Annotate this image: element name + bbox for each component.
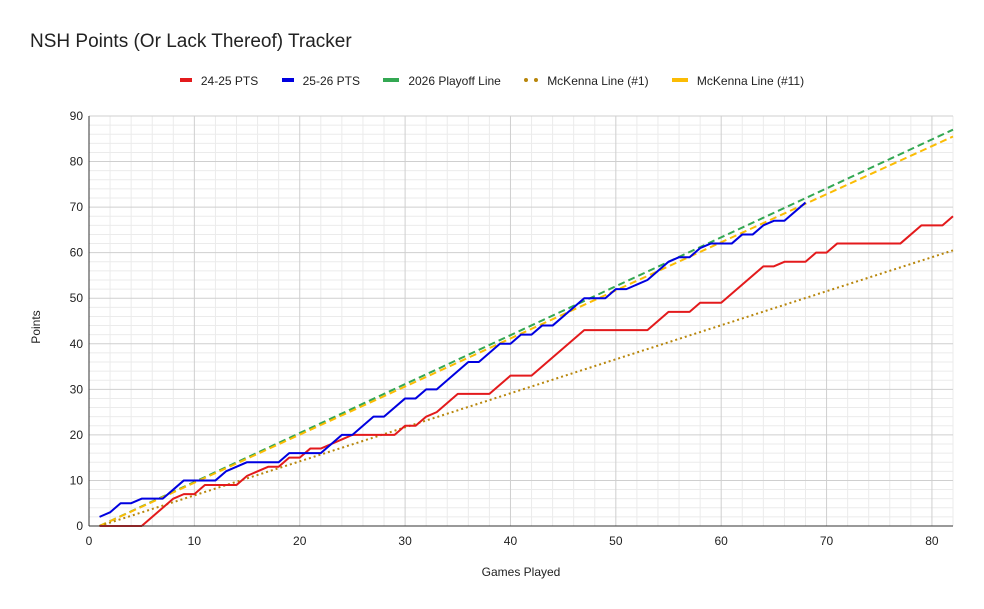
y-tick-label: 20 <box>70 428 84 442</box>
y-tick-label: 90 <box>70 109 84 123</box>
legend-item-playoff-line[interactable]: 2026 Playoff Line <box>383 74 501 88</box>
x-tick-label: 50 <box>609 534 623 548</box>
x-tick-label: 40 <box>504 534 518 548</box>
grid-lines <box>88 115 954 527</box>
x-tick-label: 60 <box>715 534 729 548</box>
series-line-25-26-pts <box>99 201 807 518</box>
y-tick-label: 10 <box>70 473 84 487</box>
chart-title: NSH Points (Or Lack Thereof) Tracker <box>30 31 352 52</box>
y-tick-label: 30 <box>70 382 84 396</box>
series-lines <box>99 128 954 527</box>
legend-label-mckenna-11: McKenna Line (#11) <box>696 74 805 88</box>
legend-swatch-playoff-line <box>383 77 400 82</box>
y-tick-label: 60 <box>70 246 84 260</box>
y-axis-title: Points <box>29 310 43 343</box>
legend-item-mckenna-1[interactable]: McKenna Line (#1) <box>524 74 649 88</box>
legend-item-24-25-pts[interactable]: 24-25 PTS <box>179 74 259 88</box>
tick-labels: 0 10 20 30 40 50 60 70 80 0 10 20 30 40 50 60 70 80 90 <box>70 109 939 548</box>
axes <box>88 116 953 527</box>
y-tick-label: 0 <box>76 519 83 533</box>
x-tick-label: 10 <box>188 534 202 548</box>
series-line-mckenna-line-11 <box>99 135 954 527</box>
legend-label-mckenna-1: McKenna Line (#1) <box>547 74 649 88</box>
y-tick-label: 80 <box>70 155 84 169</box>
x-tick-label: 30 <box>398 534 412 548</box>
legend-swatch-24-25-pts <box>179 77 192 82</box>
legend-label-25-26-pts: 25-26 PTS <box>302 74 360 88</box>
legend-label-24-25-pts: 24-25 PTS <box>200 74 259 88</box>
x-tick-label: 70 <box>820 534 834 548</box>
series-line-2026-playoff-line <box>99 128 954 527</box>
x-tick-label: 0 <box>86 534 93 548</box>
legend-swatch-25-26-pts <box>281 77 294 82</box>
y-tick-label: 50 <box>70 291 84 305</box>
series-line-24-25-pts <box>99 215 954 527</box>
legend-swatch-mckenna-11 <box>671 77 688 82</box>
x-axis-title: Games Played <box>482 565 561 579</box>
legend-label-playoff-line: 2026 Playoff Line <box>408 74 501 88</box>
chart-legend: 24-25 PTS 25-26 PTS 2026 Playoff Line Mc… <box>0 74 984 88</box>
y-tick-label: 40 <box>70 337 84 351</box>
x-tick-label: 80 <box>925 534 939 548</box>
y-tick-label: 70 <box>70 200 84 214</box>
x-tick-label: 20 <box>293 534 307 548</box>
legend-item-mckenna-11[interactable]: McKenna Line (#11) <box>671 74 805 88</box>
legend-swatch-mckenna-1 <box>524 77 539 82</box>
legend-item-25-26-pts[interactable]: 25-26 PTS <box>281 74 360 88</box>
